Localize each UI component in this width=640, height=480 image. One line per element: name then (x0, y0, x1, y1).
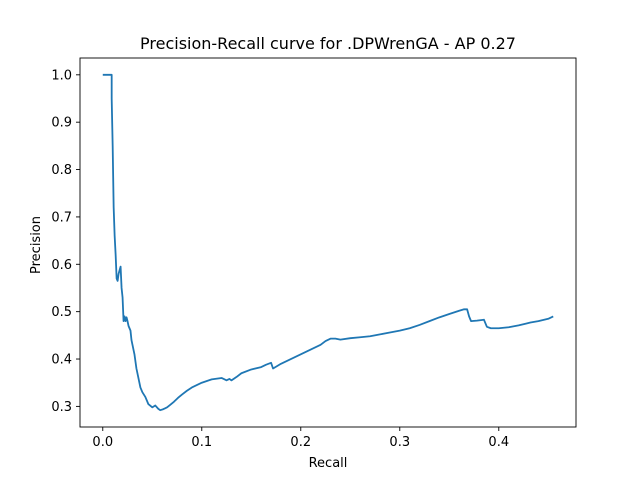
x-axis-label: Recall (309, 456, 348, 471)
y-tick-label: 0.6 (51, 258, 72, 273)
y-tick-label: 0.5 (51, 305, 72, 320)
y-tick-label: 0.8 (51, 163, 72, 178)
axes-frame (79, 57, 577, 428)
y-tick-label: 0.3 (51, 400, 72, 415)
x-tick-label: 0.0 (92, 435, 113, 450)
x-axis-ticks: 0.0 0.1 0.2 0.3 0.4 (92, 427, 509, 450)
y-axis-label: Precision (29, 216, 44, 274)
chart-title: Precision-Recall curve for .DPWrenGA - A… (140, 34, 516, 53)
y-tick-label: 0.9 (51, 116, 72, 131)
y-tick-label: 0.7 (51, 210, 72, 225)
y-axis-ticks: 0.3 0.4 0.5 0.6 0.7 0.8 0.9 1.0 (51, 68, 80, 415)
x-tick-label: 0.2 (290, 435, 311, 450)
y-tick-label: 0.4 (51, 353, 72, 368)
x-tick-label: 0.1 (191, 435, 212, 450)
y-tick-label: 1.0 (51, 68, 72, 83)
x-tick-label: 0.4 (488, 435, 509, 450)
series-line-precision-recall (102, 73, 554, 412)
x-tick-label: 0.3 (389, 435, 410, 450)
